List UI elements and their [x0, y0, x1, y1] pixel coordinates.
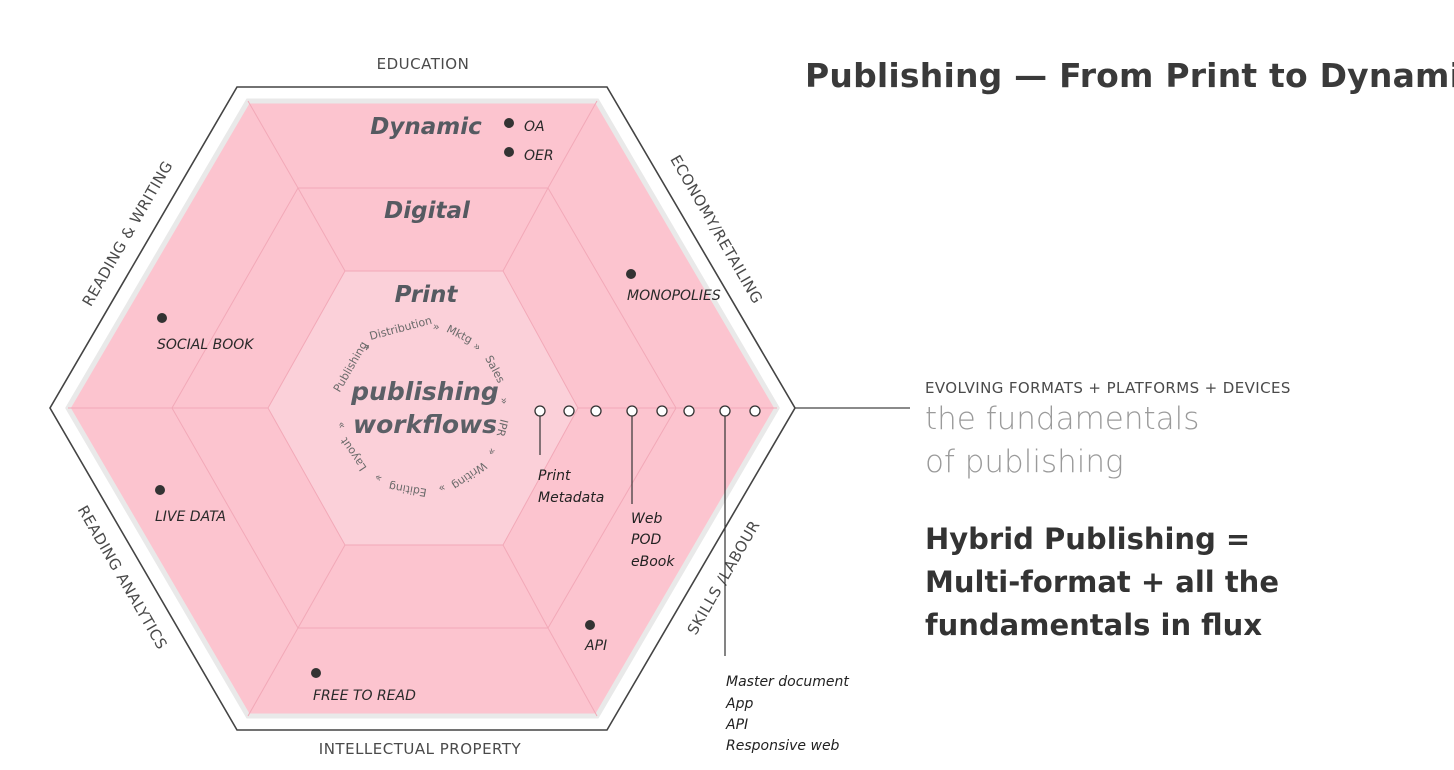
output-master-line3: API [725, 717, 748, 733]
core-title-line2: workflows [353, 410, 497, 439]
item-live-data: LIVE DATA [155, 509, 226, 525]
core-title-line1: publishing [350, 377, 499, 406]
output-print-line1: Print [538, 468, 571, 484]
fundamentals-text: the fundamentals of publishing [925, 398, 1199, 484]
item-oer: OER [524, 148, 554, 164]
item-oa: OA [524, 119, 545, 135]
side-label-intellectual-property: INTELLECTUAL PROPERTY [319, 740, 522, 758]
hollow-dot [534, 405, 546, 417]
fundamentals-line2: of publishing [925, 444, 1124, 480]
output-master-line4: Responsive web [726, 738, 840, 754]
output-web-line1: Web [631, 511, 662, 527]
hollow-dot [656, 405, 668, 417]
hollow-dot [626, 405, 638, 417]
output-print-line2: Metadata [538, 490, 604, 506]
ring-title-print: Print [395, 282, 459, 308]
item-free-to-read: FREE TO READ [313, 688, 416, 704]
outer-hexagon-outline [49, 86, 796, 731]
item-social-book: SOCIAL BOOK [157, 337, 255, 353]
workflow-separator: » [432, 320, 441, 334]
output-master-line2: App [725, 696, 753, 712]
ring-title-dynamic: Dynamic [370, 114, 482, 140]
bullet-dot [155, 485, 165, 495]
evolving-formats-label: EVOLVING FORMATS + PLATFORMS + DEVICES [925, 379, 1291, 397]
output-web-line3: eBook [631, 554, 675, 570]
bullet-dot [504, 118, 514, 128]
side-label-education: EDUCATION [377, 55, 470, 73]
hollow-dot [590, 405, 602, 417]
bullet-dot [157, 313, 167, 323]
workflow-separator: » [497, 397, 511, 405]
item-api: API [584, 638, 607, 654]
hybrid-line3: fundamentals in flux [925, 608, 1263, 642]
leader-lines [539, 416, 726, 656]
ring-title-digital: Digital [384, 198, 471, 224]
fundamentals-line1: the fundamentals [925, 401, 1200, 437]
workflow-separator: » [437, 481, 447, 495]
item-monopolies: MONOPOLIES [627, 288, 721, 304]
bullet-dot [626, 269, 636, 279]
hollow-dot [563, 405, 575, 417]
hollow-dot [683, 405, 695, 417]
bullet-dot [311, 668, 321, 678]
hybrid-publishing-statement: Hybrid Publishing = Multi-format + all t… [925, 518, 1279, 647]
bullet-dot [585, 620, 595, 630]
hollow-dot [719, 405, 731, 417]
workflow-step-ipr: IPR [494, 418, 511, 438]
output-master-line1: Master document [726, 674, 849, 690]
bullet-dot [504, 147, 514, 157]
page-title: Publishing — From Print to Dynamic [805, 56, 1454, 95]
ring-spokes [68, 100, 777, 717]
hybrid-line1: Hybrid Publishing = [925, 522, 1251, 556]
hollow-dot [749, 405, 761, 417]
format-dots-row [534, 405, 761, 417]
hybrid-line2: Multi-format + all the [925, 565, 1279, 599]
workflow-separator: » [334, 420, 348, 429]
output-web-line2: POD [631, 532, 661, 548]
